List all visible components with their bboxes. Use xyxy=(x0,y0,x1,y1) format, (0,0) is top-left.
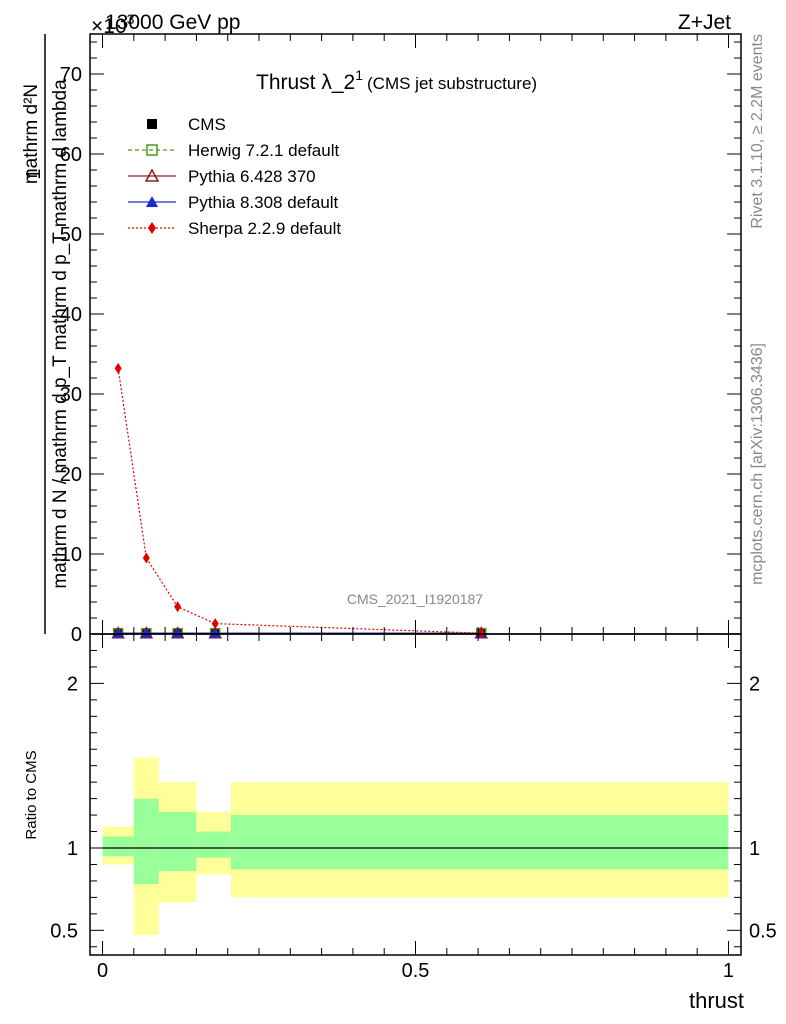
rivet-label: Rivet 3.1.10, ≥ 2.2M events xyxy=(749,34,766,229)
main-ytick-label: 0 xyxy=(71,624,82,646)
main-ytick-label: 70 xyxy=(60,64,82,86)
ratio-y-axis: 0.5 0.5 1 1 2 2 xyxy=(50,649,777,948)
ratio-green-band xyxy=(133,798,159,885)
main-x-ticks xyxy=(102,34,729,634)
data-point xyxy=(174,601,182,613)
data-point xyxy=(209,627,221,638)
legend-entry: Herwig 7.2.1 default xyxy=(128,141,339,160)
ratio-x-axis: 0 0.5 1 xyxy=(97,634,734,982)
data-point xyxy=(211,618,219,630)
x-axis-label: thrust xyxy=(689,988,744,1013)
main-ytick-label: 40 xyxy=(60,304,82,326)
legend-label: Herwig 7.2.1 default xyxy=(188,141,339,160)
legend-marker xyxy=(148,222,156,234)
legend-entry: Pythia 6.428 370 xyxy=(128,167,316,186)
energy-label: 13000 GeV pp xyxy=(105,11,240,34)
data-point xyxy=(112,627,124,638)
ratio-panel: 0.5 0.51 12 2 0 0.5 1 Ratio to CMS thrust xyxy=(23,633,777,1013)
ratio-bands xyxy=(102,757,729,936)
data-point xyxy=(140,627,152,638)
y-label-one: 1 xyxy=(23,168,45,179)
legend-marker xyxy=(147,119,157,129)
y-label-numerator-visible: mathrm d²N xyxy=(21,84,42,184)
legend: CMS Herwig 7.2.1 default Pythia 6.428 370 P… xyxy=(128,115,341,238)
ratio-green-band xyxy=(158,811,197,872)
ratio-green-band xyxy=(230,815,729,870)
main-ytick-label: 60 xyxy=(60,144,82,166)
plot-title-main: Thrust λ_2 xyxy=(256,71,355,94)
ratio-ytick-label-right: 0.5 xyxy=(749,920,777,942)
legend-marker xyxy=(144,168,160,182)
legend-marker xyxy=(146,144,158,156)
legend-label: Pythia 6.428 370 xyxy=(188,167,316,186)
ratio-xtick-label: 0.5 xyxy=(402,960,430,982)
data-point xyxy=(172,627,184,638)
main-y-axis: 0 10 20 30 40 50 60 70 xyxy=(60,41,741,646)
ratio-ytick-label-right: 1 xyxy=(749,838,760,860)
ratio-xtick-label: 0 xyxy=(97,960,108,982)
legend-entry: Pythia 8.308 default xyxy=(128,193,339,212)
ratio-green-band xyxy=(102,836,134,857)
legend-entry: Sherpa 2.2.9 default xyxy=(128,219,341,238)
process-label: Z+Jet xyxy=(678,11,731,34)
data-point xyxy=(477,627,485,639)
legend-label: CMS xyxy=(188,115,226,134)
main-y-label: 1 mathrm d²N mathrm d²N mathrm d N / mat… xyxy=(21,34,71,634)
analysis-watermark: CMS_2021_I1920187 xyxy=(347,591,483,607)
ratio-xtick-label: 1 xyxy=(723,960,734,982)
plot-title-sub: (CMS jet substructure) xyxy=(367,74,537,93)
y-label-denominator: mathrm d N / mathrm d p_T mathrm d p_T m… xyxy=(50,79,71,589)
legend-marker xyxy=(146,196,158,207)
ratio-ytick-label: 2 xyxy=(67,673,78,695)
main-ytick-label: 10 xyxy=(60,544,82,566)
plot-title-sup: 1 xyxy=(355,67,363,83)
data-point xyxy=(142,552,150,564)
data-point xyxy=(114,362,122,374)
ratio-y-label: Ratio to CMS xyxy=(23,750,40,839)
legend-label: Pythia 8.308 default xyxy=(188,193,339,212)
ratio-ytick-label: 1 xyxy=(67,838,78,860)
mcplots-label: mcplots.cern.ch [arXiv:1306.3436] xyxy=(749,343,766,585)
main-ytick-label: 20 xyxy=(60,464,82,486)
legend-label: Sherpa 2.2.9 default xyxy=(188,219,341,238)
main-data-marks xyxy=(111,362,488,639)
legend-entry: CMS xyxy=(147,115,226,134)
ratio-ytick-label-right: 2 xyxy=(749,673,760,695)
series-sherpa-2-2-9-default xyxy=(114,362,485,639)
exponent-label: ×103 xyxy=(91,11,135,38)
ratio-green-band xyxy=(196,831,231,858)
plot-title: Thrust λ_21 (CMS jet substructure) xyxy=(256,67,537,94)
ratio-ytick-label: 0.5 xyxy=(50,920,78,942)
main-ytick-label: 30 xyxy=(60,384,82,406)
main-ytick-label: 50 xyxy=(60,224,82,246)
series-pythia-8-308-default xyxy=(112,627,487,638)
